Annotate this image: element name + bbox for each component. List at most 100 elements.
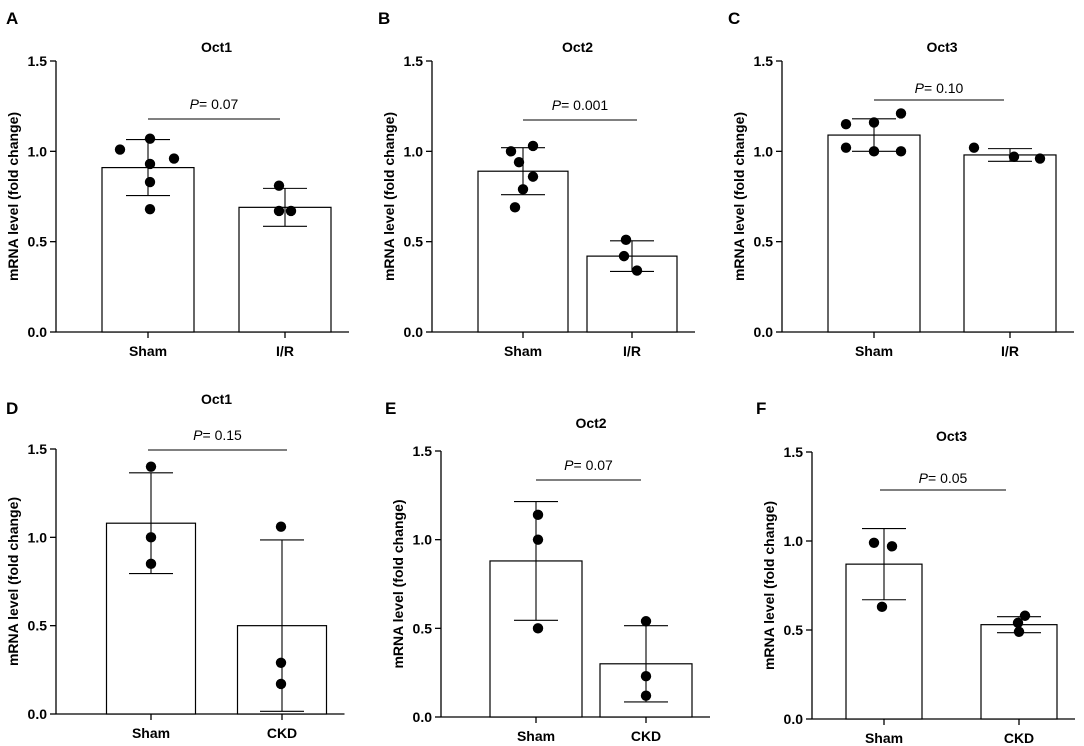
y-axis-label: mRNA level (fold change) <box>390 499 406 668</box>
data-point <box>144 176 156 188</box>
p-value-label: P= 0.001 <box>552 97 609 113</box>
y-tick-label: 0.0 <box>404 324 424 340</box>
panel-a: A Oct1 mRNA level (fold change) 0.0 0.5 1.0 1.… <box>5 9 349 359</box>
data-point <box>273 180 285 191</box>
y-tick-label: 0.5 <box>413 620 433 636</box>
category-label: Sham <box>132 725 170 741</box>
chart-title: Oct2 <box>562 39 593 55</box>
p-value-text: = 0.10 <box>924 80 964 96</box>
y-tick-label: 0.0 <box>784 711 804 727</box>
data-point <box>144 133 156 144</box>
data-point <box>505 146 517 157</box>
panel-letter: F <box>756 399 766 418</box>
data-point <box>145 558 157 570</box>
bar-sham <box>827 134 921 333</box>
chart-title: Oct3 <box>936 428 967 444</box>
category-label: Sham <box>865 730 903 746</box>
y-tick-label: 1.0 <box>28 143 48 159</box>
data-point <box>273 205 285 217</box>
data-point <box>620 234 632 246</box>
y-tick-label: 0.0 <box>28 324 48 340</box>
data-point <box>275 657 287 668</box>
p-symbol: P <box>564 457 574 473</box>
data-point <box>275 678 287 690</box>
data-point <box>868 117 880 128</box>
panel-c: C Oct3 mRNA level (fold change) 0.0 0.5 1.0 1.… <box>728 9 1074 359</box>
data-point <box>1019 610 1031 621</box>
category-label: Sham <box>517 728 555 744</box>
data-point <box>840 142 852 153</box>
data-point <box>876 601 888 613</box>
y-tick-label: 1.0 <box>413 532 433 548</box>
data-point <box>640 616 652 627</box>
category-label: CKD <box>631 728 661 744</box>
category-label: Sham <box>129 343 167 359</box>
data-point <box>275 521 287 532</box>
data-point <box>631 265 643 276</box>
data-point <box>895 108 907 119</box>
data-point <box>168 153 180 164</box>
category-label: Sham <box>855 343 893 359</box>
y-axis-label: mRNA level (fold change) <box>381 112 397 281</box>
y-tick-label: 1.0 <box>28 529 48 545</box>
panel-f: F Oct3 mRNA level (fold change) 0.0 0.5 1.0 1.… <box>756 399 1075 746</box>
data-point <box>513 156 525 168</box>
p-value-label: P= 0.07 <box>564 457 613 473</box>
y-tick-label: 1.5 <box>413 443 433 459</box>
data-point <box>144 203 156 215</box>
data-point <box>640 690 652 701</box>
chart-title: Oct3 <box>926 39 957 55</box>
p-value-text: = 0.07 <box>199 96 239 112</box>
p-value-text: = 0.07 <box>574 457 614 473</box>
y-tick-label: 1.5 <box>754 53 774 69</box>
y-tick-label: 0.5 <box>404 234 424 250</box>
y-tick-label: 0.5 <box>28 618 48 634</box>
panel-e: E Oct2 mRNA level (fold change) 0.0 0.5 1.0 1.… <box>385 399 710 744</box>
y-tick-label: 1.5 <box>404 53 424 69</box>
category-label: CKD <box>267 725 297 741</box>
data-point <box>532 509 544 521</box>
p-symbol: P <box>919 470 929 486</box>
data-point <box>840 119 852 130</box>
data-point <box>145 532 157 543</box>
data-point <box>517 184 529 195</box>
p-value-label: P= 0.10 <box>915 80 964 96</box>
panel-letter: C <box>728 9 740 28</box>
y-axis-label: mRNA level (fold change) <box>761 501 777 670</box>
panel-letter: D <box>6 399 18 418</box>
data-point <box>532 534 544 545</box>
y-tick-label: 1.0 <box>754 143 774 159</box>
p-symbol: P <box>190 96 200 112</box>
p-symbol: P <box>552 97 562 113</box>
data-point <box>968 142 980 153</box>
data-point <box>114 144 126 155</box>
bar-ir <box>238 206 332 333</box>
data-point <box>868 146 880 157</box>
category-label: I/R <box>623 343 641 359</box>
category-label: Sham <box>504 343 542 359</box>
chart-title: Oct2 <box>575 415 606 431</box>
y-tick-label: 1.5 <box>28 441 48 457</box>
data-point <box>527 171 539 182</box>
panel-letter: B <box>378 9 390 28</box>
category-label: CKD <box>1004 730 1034 746</box>
p-value-text: = 0.05 <box>928 470 968 486</box>
data-point <box>1034 153 1046 164</box>
y-tick-label: 1.5 <box>28 53 48 69</box>
category-label: I/R <box>1001 343 1019 359</box>
bar-sham <box>477 170 569 333</box>
data-point <box>527 140 539 152</box>
panel-letter: E <box>385 399 396 418</box>
data-point <box>144 158 156 170</box>
bar-ckd <box>980 624 1058 720</box>
panel-letter: A <box>6 9 18 28</box>
y-axis-label: mRNA level (fold change) <box>5 497 21 666</box>
data-point <box>285 205 297 217</box>
panel-b: B Oct2 mRNA level (fold change) 0.0 0.5 1.0 1.… <box>378 9 695 359</box>
y-tick-label: 0.5 <box>754 234 774 250</box>
y-axis-label: mRNA level (fold change) <box>731 112 747 281</box>
p-value-text: = 0.001 <box>561 97 608 113</box>
data-point <box>886 541 898 552</box>
y-axis-label: mRNA level (fold change) <box>5 112 21 281</box>
